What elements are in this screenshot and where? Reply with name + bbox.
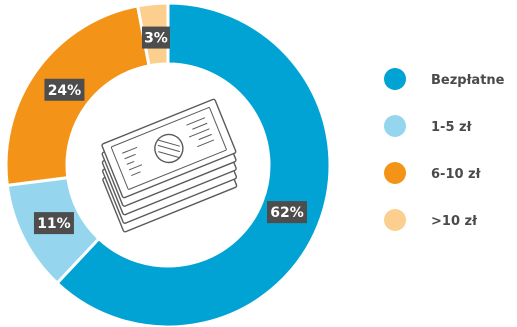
data-label-text: 24% bbox=[48, 83, 82, 99]
data-label-box bbox=[44, 78, 85, 101]
data-label-box bbox=[141, 26, 170, 49]
legend: Bezpłatne 1-5 zł 6-10 zł >10 zł bbox=[384, 68, 505, 231]
data-label-text: 3% bbox=[144, 31, 168, 47]
legend-swatch bbox=[384, 115, 406, 137]
data-label-box bbox=[267, 201, 308, 224]
legend-label: 1-5 zł bbox=[431, 120, 473, 135]
legend-swatch bbox=[384, 68, 406, 90]
legend-item-1: 1-5 zł bbox=[384, 115, 473, 137]
data-label-text: 62% bbox=[270, 205, 304, 221]
data-label-1: 11% bbox=[33, 212, 74, 235]
data-label-box bbox=[33, 212, 74, 235]
legend-label: Bezpłatne bbox=[431, 73, 505, 88]
legend-label: >10 zł bbox=[431, 214, 478, 229]
data-label-text: 11% bbox=[37, 216, 71, 232]
data-label-2: 24% bbox=[44, 78, 85, 101]
money-stack-icon bbox=[101, 98, 238, 233]
legend-item-0: Bezpłatne bbox=[384, 68, 505, 90]
legend-item-2: 6-10 zł bbox=[384, 162, 482, 184]
label-group: 62% 11% 24% 3% bbox=[33, 26, 308, 235]
legend-swatch bbox=[384, 209, 406, 231]
legend-swatch bbox=[384, 162, 406, 184]
data-label-3: 3% bbox=[141, 26, 170, 49]
legend-label: 6-10 zł bbox=[431, 167, 482, 182]
data-label-0: 62% bbox=[267, 201, 308, 224]
legend-item-3: >10 zł bbox=[384, 209, 478, 231]
slice-bezp-atne bbox=[54, 1, 332, 327]
